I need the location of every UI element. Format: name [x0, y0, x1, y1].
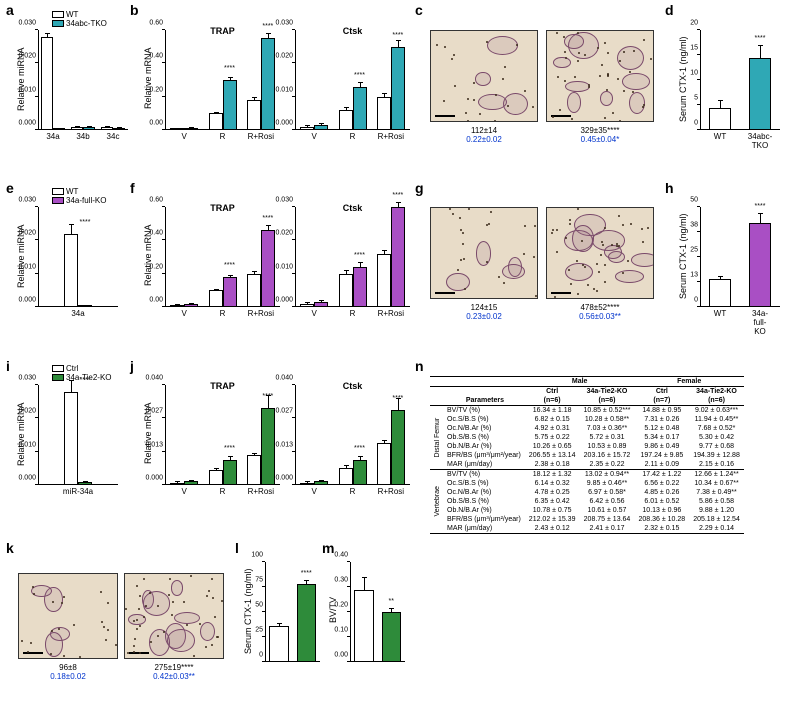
chart-d: 05101520Serum CTX-1 (ng/ml)WT34abc-TKO**…: [700, 30, 780, 130]
caption-k-left: 96±80.18±0.02: [18, 663, 118, 681]
chart-h: 013253850Serum CTX-1 (ng/ml)WT34a-full-K…: [700, 207, 780, 307]
legend-i: Ctrl34a-Tie2-KO: [52, 364, 112, 382]
chart-j-ctsk: 0.0000.0130.0270.040CtskVR****R+Rosi****: [295, 385, 410, 485]
label-i: i: [6, 358, 10, 374]
label-g: g: [415, 180, 424, 196]
label-d: d: [665, 2, 674, 18]
legend-e: WT34a-full-KO: [52, 187, 106, 205]
legend-a: WT34abc-TKO: [52, 10, 107, 28]
table-n: MaleFemaleCtrl34a-Tie2-KOCtrl34a-Tie2-KO…: [430, 376, 790, 534]
label-l: l: [235, 540, 239, 556]
chart-l: 0255075100Serum CTX-1 (ng/ml)****: [265, 562, 320, 662]
caption-g-left: 124±150.23±0.02: [430, 303, 538, 321]
micrograph-g-ko: 34a-full-KO: [546, 207, 654, 299]
chart-a: 0.0000.0100.0200.030Relative miRNA34a***…: [38, 30, 128, 130]
label-k: k: [6, 540, 14, 556]
chart-f-ctsk: 0.0000.0100.0200.030CtskVR****R+Rosi****: [295, 207, 410, 307]
caption-k-right: 275±19****0.42±0.03**: [124, 663, 224, 681]
micrograph-c-tko: 34abc-TKO: [546, 30, 654, 122]
micrograph-k-ko: 34a-Tie2-KO: [124, 573, 224, 659]
label-c: c: [415, 2, 423, 18]
caption-c-right: 329±35****0.45±0.04*: [546, 126, 654, 144]
label-e: e: [6, 180, 14, 196]
micrograph-g-wt: WT: [430, 207, 538, 299]
label-j: j: [130, 358, 134, 374]
chart-b-ctsk: 0.0000.0100.0200.030CtskVR****R+Rosi****: [295, 30, 410, 130]
label-h: h: [665, 180, 674, 196]
label-m: m: [322, 540, 334, 556]
label-a: a: [6, 2, 14, 18]
chart-b-trap: 0.000.200.400.60TRAPRelative mRNAVR****R…: [165, 30, 280, 130]
micrograph-c-wt: WT: [430, 30, 538, 122]
micrograph-k-ctrl: Ctrl: [18, 573, 118, 659]
chart-i: 0.0000.0100.0200.030Relative miRNAmiR-34…: [38, 385, 118, 485]
label-n: n: [415, 358, 424, 374]
chart-j-trap: 0.0000.0130.0270.040TRAPRelative mRNAVR*…: [165, 385, 280, 485]
label-b: b: [130, 2, 139, 18]
caption-g-right: 478±52****0.56±0.03**: [546, 303, 654, 321]
caption-c-left: 112±140.22±0.02: [430, 126, 538, 144]
chart-m: 0.000.100.200.300.40BV/TV**: [350, 562, 405, 662]
chart-f-trap: 0.000.200.400.60TRAPRelative mRNAVR****R…: [165, 207, 280, 307]
label-f: f: [130, 180, 135, 196]
chart-e: 0.0000.0100.0200.030Relative miRNA34a***…: [38, 207, 118, 307]
